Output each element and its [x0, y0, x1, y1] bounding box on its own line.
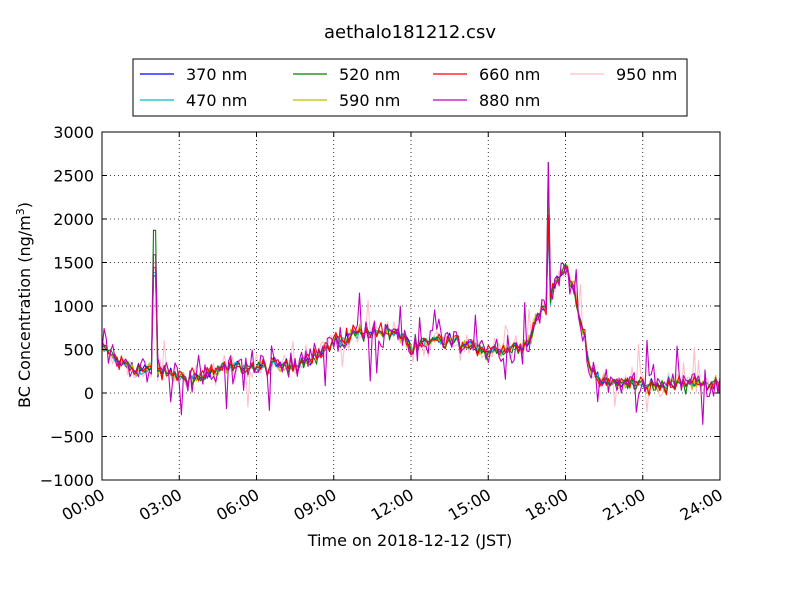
y-tick-label: −1000 — [40, 471, 94, 490]
y-axis-label-main: BC Concentration (ng/m — [15, 215, 34, 408]
x-tick-label: 24:00 — [677, 485, 726, 525]
legend-label-520-nm: 520 nm — [339, 65, 400, 84]
x-tick-label: 15:00 — [445, 485, 494, 525]
legend-label-590-nm: 590 nm — [339, 91, 400, 110]
legend-label-370-nm: 370 nm — [186, 65, 247, 84]
legend-box — [132, 58, 688, 117]
x-tick-label: 12:00 — [368, 485, 417, 525]
y-tick-label: 3000 — [53, 123, 94, 142]
legend-label-470-nm: 470 nm — [186, 91, 247, 110]
x-tick-label: 03:00 — [136, 485, 185, 525]
chart-title: aethalo181212.csv — [324, 22, 496, 43]
legend-label-660-nm: 660 nm — [479, 65, 540, 84]
x-tick-label: 18:00 — [522, 485, 571, 525]
axes: −1000 −500 0 500 1000 1500 2000 2500 3000 00:00 03… — [40, 123, 726, 525]
y-tick-label: 0 — [84, 384, 94, 403]
series-line-880-nm — [101, 161, 721, 425]
y-tick-label: 1000 — [53, 297, 94, 316]
series-line-520-nm — [101, 161, 721, 395]
y-axis-label-end: ) — [15, 202, 34, 208]
y-axis-label-superscript: 3 — [14, 208, 27, 215]
series-lines — [101, 161, 721, 425]
y-tick-label: −500 — [50, 428, 94, 447]
x-tick-label: 21:00 — [599, 485, 648, 525]
x-tick-label: 00:00 — [59, 485, 108, 525]
y-axis-label: BC Concentration (ng/m3) — [14, 202, 34, 408]
legend-label-880-nm: 880 nm — [479, 91, 540, 110]
x-tick-label: 09:00 — [290, 485, 339, 525]
x-tick-label: 06:00 — [213, 485, 262, 525]
legend-label-950-nm: 950 nm — [616, 65, 677, 84]
y-tick-label: 2000 — [53, 210, 94, 229]
y-tick-label: 1500 — [53, 254, 94, 273]
y-tick-label: 2500 — [53, 167, 94, 186]
x-axis-label: Time on 2018-12-12 (JST) — [307, 531, 512, 550]
legend: 370 nm 470 nm 520 nm 590 nm 660 nm 880 nm 950 … — [132, 58, 688, 117]
plot-area — [101, 131, 721, 481]
y-tick-label: 500 — [63, 341, 94, 360]
